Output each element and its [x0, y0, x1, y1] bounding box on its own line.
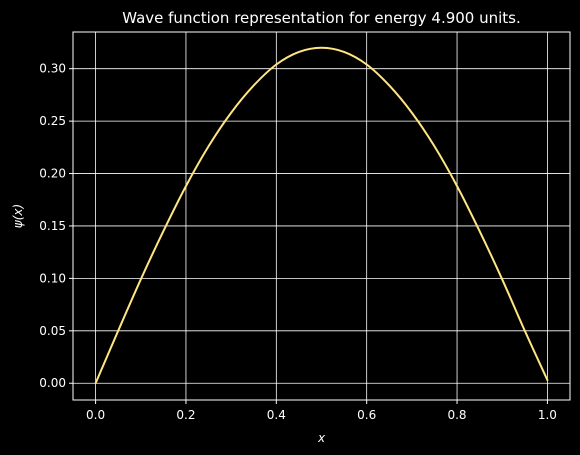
plot-frame: [72, 31, 571, 401]
y-tick-label: 0.05: [39, 324, 66, 338]
chart-title: Wave function representation for energy …: [122, 9, 521, 27]
x-tick-label: 0.8: [447, 408, 466, 422]
x-tick-label: 0.4: [267, 408, 286, 422]
y-tick-label: 0.25: [39, 114, 66, 128]
y-tick-label: 0.15: [39, 219, 66, 233]
series-layer: [94, 46, 549, 385]
y-tick-label: 0.00: [39, 376, 66, 390]
x-tick-label: 0.2: [176, 408, 195, 422]
x-tick-label: 0.6: [357, 408, 376, 422]
x-tick-label: 1.0: [538, 408, 557, 422]
x-axis-label: x: [317, 431, 326, 445]
wave-function-line: [94, 46, 549, 385]
axis-ticks: 0.0 0.2 0.4 0.6 0.8 1.0 0.00 0.05 0.10 0.15 0.20 0.…: [39, 62, 557, 422]
y-tick-label: 0.20: [39, 167, 66, 181]
y-axis-label: ψ(x): [11, 204, 25, 228]
y-tick-label: 0.10: [39, 271, 66, 285]
y-tick-label: 0.30: [39, 62, 66, 76]
grid-lines: [73, 32, 570, 400]
x-tick-label: 0.0: [86, 408, 105, 422]
